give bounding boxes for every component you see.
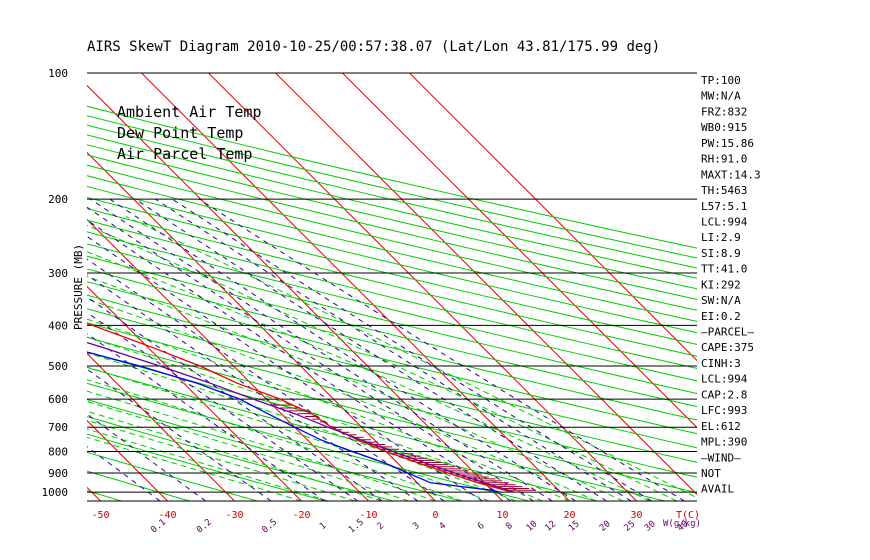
stats-line: SW:N/A <box>701 294 741 307</box>
pressure-tick-label: 600 <box>48 393 68 406</box>
moist-adiabat-line <box>0 217 623 502</box>
mixing-ratio-line <box>0 199 206 501</box>
mixing-ratio-tick-label: 1 <box>318 521 329 532</box>
stats-line: MPL:390 <box>701 436 747 449</box>
stats-line: TH:5463 <box>701 184 747 197</box>
chart-legend: Ambient Air Temp Dew Point Temp Air Parc… <box>117 103 262 163</box>
y-axis-label: PRESSURE (MB) <box>72 244 85 330</box>
mixing-ratio-tick-label: 8 <box>504 521 515 532</box>
mixing-ratio-tick-label: 2 <box>376 521 387 532</box>
dry-adiabat-line <box>0 73 54 501</box>
mixing-ratio-tick-label: 20 <box>598 519 613 534</box>
stats-line: LCL:994 <box>701 373 748 386</box>
bottom-temp-tick-label: -20 <box>292 510 310 521</box>
stats-line: LCL:994 <box>701 215 748 228</box>
mixing-ratio-line <box>56 199 510 501</box>
bottom-temp-tick-label: 0 <box>432 510 438 521</box>
stats-line: LI:2.9 <box>701 231 741 244</box>
bottom-temp-tick-label: 30 <box>630 510 642 521</box>
mixing-ratio-tick-label: 10 <box>525 519 540 534</box>
mixing-ratio-tick-label: 0.2 <box>195 517 214 535</box>
stats-line: TT:41.0 <box>701 263 747 276</box>
mixing-ratio-tick-label: 0.5 <box>260 517 279 535</box>
pressure-tick-labels: 100 200 300 400 500 600 700 800 900 1000 <box>42 67 69 499</box>
stats-line: PW:15.86 <box>701 137 754 150</box>
stats-line: EI:0.2 <box>701 310 741 323</box>
mixing-ratio-tick-label: 3 <box>411 521 422 532</box>
mixing-ratio-tick-label: 15 <box>567 519 582 534</box>
mixing-ratio-tick-label: 25 <box>623 519 638 534</box>
stats-line: SI:8.9 <box>701 247 741 260</box>
stats-line: FRZ:832 <box>701 105 747 118</box>
dry-adiabat-line <box>0 73 665 501</box>
stats-panel: TP:100 MW:N/A FRZ:832 WB0:915 PW:15.86 RH:91.… <box>701 74 761 496</box>
pressure-tick-label: 300 <box>48 267 68 280</box>
legend-ambient-air-temp: Ambient Air Temp <box>117 103 262 121</box>
pressure-tick-label: 800 <box>48 446 68 459</box>
pressure-tick-label: 100 <box>48 67 68 80</box>
stats-line: LFC:993 <box>701 404 747 417</box>
stats-line: AVAIL <box>701 483 734 496</box>
stats-line: MW:N/A <box>701 90 741 103</box>
isotherm-line <box>0 73 101 501</box>
stats-line: WB0:915 <box>701 121 747 134</box>
stats-line: —WIND— <box>701 451 741 464</box>
stats-line: CAP:2.8 <box>701 388 747 401</box>
stats-line: RH:91.0 <box>701 153 747 166</box>
stats-line: L57:5.1 <box>701 200 747 213</box>
bottom-temp-tick-label: -30 <box>225 510 243 521</box>
stats-line: CINH:3 <box>701 357 741 370</box>
stats-line: EL:612 <box>701 420 741 433</box>
chart-title: AIRS SkewT Diagram 2010-10-25/00:57:38.0… <box>87 39 660 55</box>
mixing-ratio-grid <box>0 199 685 501</box>
moist-adiabat-line <box>0 217 302 502</box>
isobar-lines <box>87 199 697 492</box>
bottom-temp-tick-labels: -50 -40 -30 -20 -10 0 10 20 30 <box>91 510 642 521</box>
stats-line: CAPE:375 <box>701 341 754 354</box>
mixing-ratio-tick-label: 4 <box>438 521 449 532</box>
pressure-tick-label: 1000 <box>42 486 69 499</box>
legend-dew-point-temp: Dew Point Temp <box>117 124 243 142</box>
skewt-chart: AIRS SkewT Diagram 2010-10-25/00:57:38.0… <box>0 0 870 560</box>
stats-line: NOT <box>701 467 721 480</box>
pressure-tick-label: 900 <box>48 467 68 480</box>
mixing-ratio-unit: W(g/kg) <box>663 519 701 529</box>
legend-air-parcel-temp: Air Parcel Temp <box>117 145 252 163</box>
stats-line: MAXT:14.3 <box>701 168 761 181</box>
mixing-ratio-line <box>75 199 533 501</box>
pressure-tick-label: 700 <box>48 421 68 434</box>
stats-line: TP:100 <box>701 74 741 87</box>
pressure-tick-label: 200 <box>48 193 68 206</box>
stats-line: KI:292 <box>701 278 741 291</box>
mixing-ratio-tick-label: 6 <box>476 521 487 532</box>
mixing-ratio-tick-label: 30 <box>643 519 658 534</box>
stats-line: —PARCEL— <box>701 326 754 339</box>
pressure-tick-label: 400 <box>48 319 68 332</box>
isotherm-line <box>0 73 34 501</box>
mixing-ratio-tick-label: 12 <box>544 519 559 534</box>
bottom-temp-tick-label: -50 <box>91 510 109 521</box>
pressure-tick-label: 500 <box>48 360 68 373</box>
bottom-temp-tick-label: -10 <box>359 510 377 521</box>
bottom-temp-tick-label: 10 <box>496 510 508 521</box>
